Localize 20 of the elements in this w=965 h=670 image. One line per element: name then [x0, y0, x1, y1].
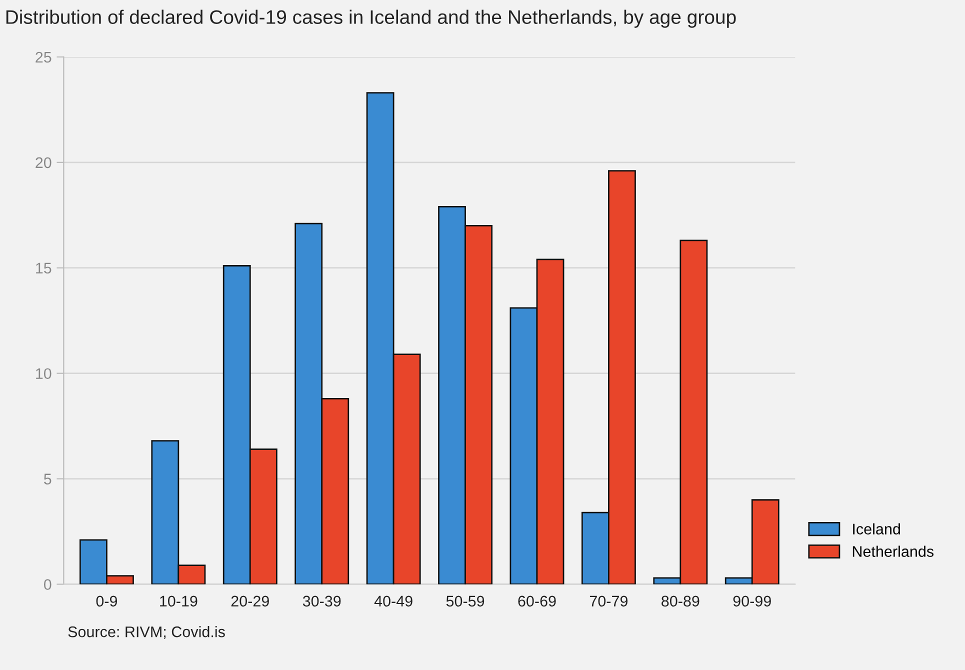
- y-tick-label: 10: [36, 368, 52, 380]
- x-tick-label: 60-69: [518, 596, 556, 607]
- y-tick-label: 15: [36, 262, 52, 274]
- x-tick-label: 30-39: [302, 596, 341, 607]
- x-tick-label: 90-99: [733, 596, 771, 607]
- y-tick-label: 5: [44, 474, 52, 484]
- x-tick-label: 50-59: [446, 596, 484, 607]
- x-tick-label: 80-89: [662, 596, 700, 607]
- chart-title: Distribution of declared Covid-19 cases in Iceland and the Netherlands, by age group: [6, 10, 736, 28]
- x-tick-label: 70-79: [590, 596, 628, 607]
- y-tick-label: 25: [36, 52, 52, 63]
- x-tick-label: 40-49: [374, 596, 412, 607]
- source-note: Source: RIVM; Covid.is: [68, 626, 225, 640]
- legend-label: Netherlands: [852, 546, 934, 557]
- x-tick-label: 10-19: [160, 596, 198, 607]
- y-tick-label: 20: [36, 157, 52, 168]
- legend-label: Iceland: [853, 523, 900, 535]
- x-tick-label: 20-29: [231, 596, 269, 607]
- y-tick-label: 0: [44, 579, 52, 590]
- x-tick-label: 0-9: [96, 596, 118, 607]
